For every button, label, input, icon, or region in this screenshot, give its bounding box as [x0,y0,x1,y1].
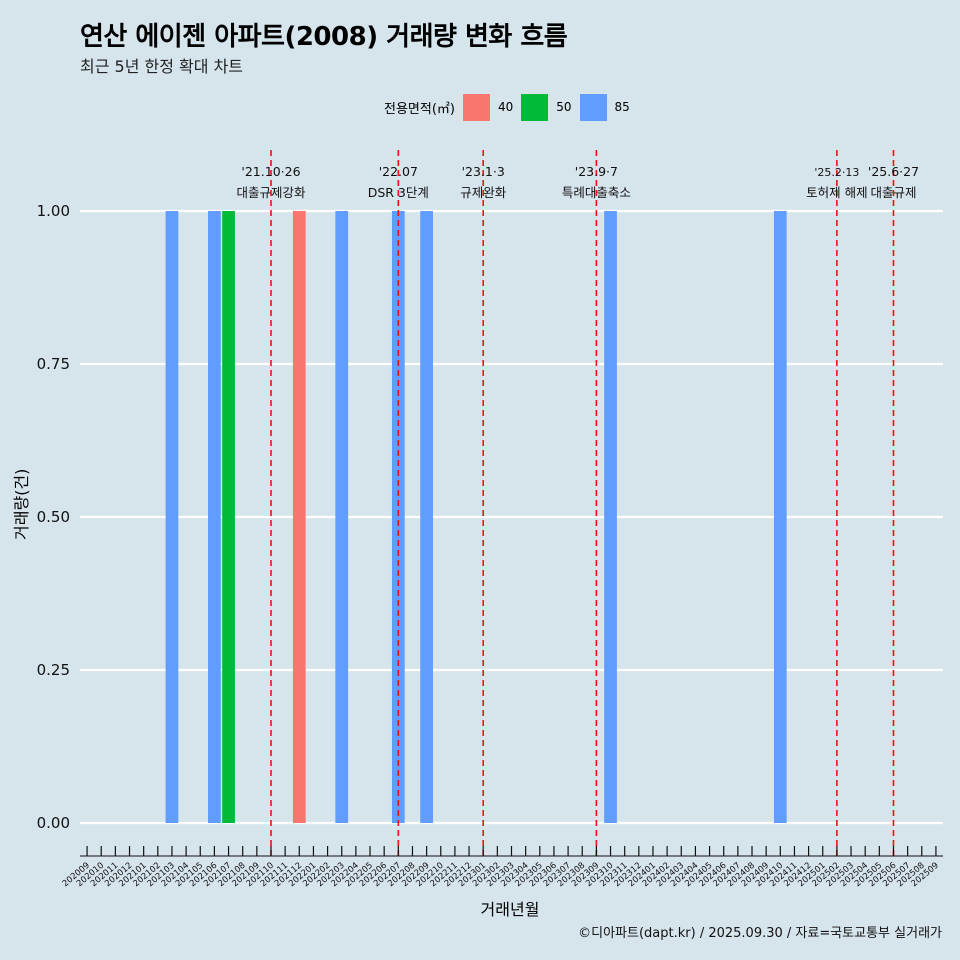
event-label-202207: DSR 3단계 [368,185,429,200]
event-label-202110: 대출규제강화 [236,185,306,200]
legend-swatch-50 [521,93,549,121]
chart-title: 연산 에이젠 아파트(2008) 거래량 변화 흐름 [80,22,568,52]
bar-85-202203 [335,211,349,823]
event-date-202207: '22.07 [379,164,418,179]
legend: 전용면적(㎡) 40 50 85 [384,92,638,122]
event-date-202309: '23.9·7 [575,164,618,179]
chart-caption: ©디아파트(dapt.kr) / 2025.09.30 / 자료=국토교통부 실… [578,926,942,941]
legend-item-85: 85 [579,93,630,121]
x-axis-label: 거래년월 [480,900,540,919]
event-date-202110: '21.10·26 [241,164,300,179]
legend-swatch-85 [579,93,607,121]
legend-item-50: 50 [521,93,572,121]
y-tick-label: 0.50 [37,508,70,526]
y-axis-label: 거래량(건) [12,468,31,540]
legend-label-85: 85 [614,100,630,114]
bar-85-202410 [773,211,787,823]
y-tick-label: 0.75 [37,355,70,373]
bar-85-202209 [420,211,433,823]
event-label-202309: 특례대출축소 [562,185,631,200]
y-tick-label: 0.25 [37,661,70,679]
bar-40-202112 [292,211,306,823]
event-date-202301: '23.1·3 [462,164,505,179]
event-date-202506: '25.6·27 [868,164,919,179]
y-tick-label: 1.00 [37,202,70,220]
event-label-202502: 토허제 해제 [806,185,867,200]
bar-85-202207 [391,211,405,823]
legend-swatch-40 [462,93,490,121]
chart-subtitle: 최근 5년 한정 확대 차트 [80,57,244,76]
legend-title: 전용면적(㎡) [384,101,455,117]
bar-85-202310 [604,211,617,823]
legend-item-40: 40 [462,93,514,121]
y-tick-label: 0.00 [37,814,70,832]
event-label-202301: 규제완화 [460,185,507,200]
bar-85-202106 [208,211,221,823]
bar-50-202107 [222,211,235,823]
legend-label-50: 50 [556,100,572,114]
legend-label-40: 40 [497,100,514,114]
event-label-202506: 대출규제 [870,185,916,200]
event-date-202502: '25.2·13 [814,166,859,179]
bar-85-202103 [165,211,179,823]
